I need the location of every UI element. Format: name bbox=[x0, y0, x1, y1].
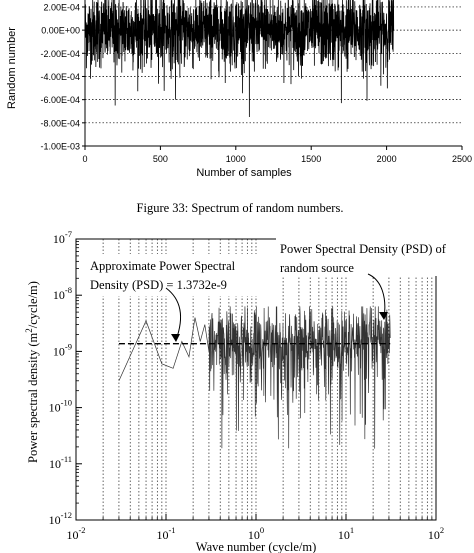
bottom-x-tick-label: 10-1 bbox=[156, 525, 175, 542]
tick-exponent: 2 bbox=[440, 525, 444, 535]
top-x-tick-label: 1000 bbox=[226, 154, 246, 164]
bottom-axes bbox=[75, 238, 437, 521]
bottom-x-tick-labels: 10-2 10-1 100 101 102 bbox=[66, 525, 444, 542]
bottom-y-tick-label: 10-9 bbox=[53, 341, 72, 358]
figure-caption: Figure 33: Spectrum of random numbers. bbox=[137, 201, 344, 215]
bottom-y-tick-label: 10-12 bbox=[49, 510, 72, 527]
bottom-y-axis-label-sup: 2 bbox=[24, 328, 34, 333]
tick-exponent: -8 bbox=[65, 285, 72, 295]
top-y-tick-label: 2.00E-04 bbox=[43, 2, 80, 12]
top-y-tick-label: -1.00E-03 bbox=[40, 142, 80, 152]
annotation-left-bg bbox=[86, 254, 264, 296]
tick-exponent: -1 bbox=[168, 525, 175, 535]
annotation-right-line1: Power Spectral Density (PSD) of bbox=[280, 242, 447, 256]
tick-mantissa: 10 bbox=[156, 528, 168, 542]
top-series bbox=[84, 0, 395, 118]
tick-mantissa: 10 bbox=[49, 401, 61, 415]
annotation-right-arrowhead bbox=[379, 312, 388, 320]
top-x-tick-label: 500 bbox=[153, 154, 168, 164]
bottom-series bbox=[118, 306, 391, 449]
tick-exponent: -12 bbox=[61, 510, 72, 520]
top-y-tick-label: -2.00E-04 bbox=[40, 49, 80, 59]
tick-exponent: 0 bbox=[260, 525, 264, 535]
annotation-right-bg bbox=[276, 238, 470, 276]
bottom-x-axis-label: Wave number (cycle/m) bbox=[196, 540, 316, 553]
annotation-left-arrowhead bbox=[171, 334, 180, 342]
top-y-tick-labels: 2.00E-04 0.00E+00 -2.00E-04 -4.00E-04 -6.00E… bbox=[40, 2, 80, 151]
top-x-tick-label: 2500 bbox=[452, 154, 472, 164]
tick-exponent: -9 bbox=[65, 341, 72, 351]
bottom-y-axis-label-pre: Power spectral density (m bbox=[26, 332, 40, 462]
bottom-y-tick-label: 10-10 bbox=[49, 398, 72, 415]
tick-exponent: -10 bbox=[61, 398, 72, 408]
top-y-tick-label: -4.00E-04 bbox=[40, 72, 80, 82]
bottom-x-tick-label: 102 bbox=[428, 525, 444, 542]
tick-mantissa: 10 bbox=[428, 528, 440, 542]
top-y-tick-label: -8.00E-04 bbox=[40, 118, 80, 128]
top-x-tick-label: 2000 bbox=[377, 154, 397, 164]
top-x-tick-label: 0 bbox=[82, 154, 87, 164]
tick-exponent: -11 bbox=[61, 454, 72, 464]
psd-series bbox=[118, 306, 391, 449]
tick-mantissa: 10 bbox=[53, 288, 65, 302]
bottom-x-tick-label: 10-2 bbox=[66, 525, 85, 542]
bottom-y-tick-label: 10-7 bbox=[53, 229, 72, 246]
tick-exponent: 1 bbox=[350, 525, 354, 535]
tick-mantissa: 10 bbox=[53, 232, 65, 246]
tick-mantissa: 10 bbox=[66, 528, 78, 542]
tick-mantissa: 10 bbox=[338, 528, 350, 542]
tick-exponent: -2 bbox=[78, 525, 85, 535]
bottom-y-tick-label: 10-11 bbox=[49, 454, 72, 471]
top-y-tick-label: -6.00E-04 bbox=[40, 95, 80, 105]
bottom-x-tick-label: 100 bbox=[248, 525, 264, 542]
top-y-axis-label: Random number bbox=[6, 27, 18, 109]
tick-mantissa: 10 bbox=[49, 513, 61, 527]
top-y-tick-label: 0.00E+00 bbox=[41, 26, 80, 36]
bottom-y-axis-label-post: /cycle/m) bbox=[26, 281, 40, 328]
top-x-axis-label: Number of samples bbox=[196, 167, 292, 179]
random-number-series bbox=[84, 0, 395, 118]
bottom-y-axis-label: Power spectral density (m2/cycle/m) bbox=[24, 281, 40, 463]
top-x-tick-labels: 0 500 1000 1500 2000 2500 bbox=[82, 154, 472, 164]
top-x-tick-label: 1500 bbox=[301, 154, 321, 164]
annotation-left-line1: Approximate Power Spectral bbox=[90, 259, 236, 273]
top-axes bbox=[82, 0, 463, 150]
tick-mantissa: 10 bbox=[248, 528, 260, 542]
tick-mantissa: 10 bbox=[53, 344, 65, 358]
top-chart: 2.00E-04 0.00E+00 -2.00E-04 -4.00E-04 -6.00E… bbox=[6, 0, 472, 179]
bottom-y-tick-label: 10-8 bbox=[53, 285, 72, 302]
tick-mantissa: 10 bbox=[49, 457, 61, 471]
tick-exponent: -7 bbox=[65, 229, 72, 239]
annotation-left-line2: Density (PSD) = 1.3732e-9 bbox=[90, 278, 227, 292]
annotation-right-line2: random source bbox=[280, 261, 354, 275]
bottom-x-tick-label: 101 bbox=[338, 525, 354, 542]
